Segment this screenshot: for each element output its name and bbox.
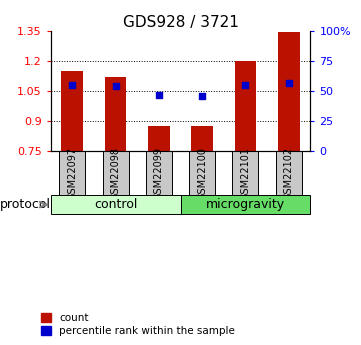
Point	[199, 93, 205, 99]
Bar	[276, 151, 302, 195]
Point	[286, 80, 292, 86]
Bar	[59, 151, 85, 195]
Bar	[235, 61, 256, 151]
Bar	[278, 32, 300, 151]
Bar	[191, 126, 213, 151]
Text: microgravity: microgravity	[206, 198, 285, 211]
Bar	[148, 126, 170, 151]
Text: GSM22101: GSM22101	[240, 147, 251, 200]
Point	[69, 82, 75, 88]
Text: GSM22102: GSM22102	[284, 147, 294, 200]
Text: control: control	[94, 198, 137, 211]
Text: GSM22098: GSM22098	[110, 147, 121, 200]
Legend: count, percentile rank within the sample: count, percentile rank within the sample	[41, 313, 235, 336]
Text: GSM22099: GSM22099	[154, 147, 164, 200]
Point	[156, 92, 162, 98]
Text: protocol: protocol	[0, 198, 51, 211]
Bar	[61, 71, 83, 151]
Bar	[232, 151, 258, 195]
Bar	[105, 77, 126, 151]
Bar	[103, 151, 129, 195]
Bar	[180, 195, 310, 214]
Bar	[189, 151, 215, 195]
Title: GDS928 / 3721: GDS928 / 3721	[123, 15, 238, 30]
Text: GSM22100: GSM22100	[197, 147, 207, 200]
Text: GSM22097: GSM22097	[67, 147, 77, 200]
Point	[243, 82, 248, 88]
Bar	[146, 151, 172, 195]
Point	[113, 84, 118, 89]
Bar	[51, 195, 180, 214]
